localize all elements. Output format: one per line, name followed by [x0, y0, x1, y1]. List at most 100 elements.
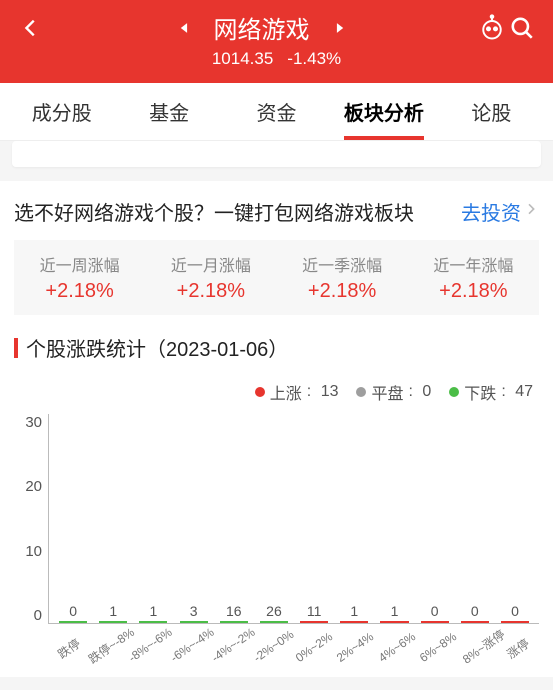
chart-panel: 个股涨跌统计 （2023-01-06） 上涨: 13 平盘: 0 下跌: 47 …: [0, 315, 553, 677]
legend-dot-down: [449, 387, 459, 397]
bar-col-2: 1: [133, 603, 173, 623]
legend-flat: 平盘: 0: [356, 380, 431, 404]
bar-col-3: 3: [174, 603, 214, 623]
x-axis: 跌停跌停~-8%-8%~-6%-6%~-4%-4%~-2%-2%~0%0%~2%…: [48, 624, 539, 657]
bar-value-label: 26: [266, 603, 282, 619]
prev-stock-icon[interactable]: [178, 21, 192, 35]
stat-value: +2.18%: [14, 280, 145, 303]
legend-flat-count: 0: [422, 383, 431, 401]
bar-col-6: 11: [294, 603, 334, 623]
stat-item-2[interactable]: 近一季涨幅 +2.18%: [277, 240, 408, 315]
bars-region: 011316261111000: [48, 414, 539, 624]
x-label: 8%~涨停: [459, 630, 503, 668]
bar-value-label: 0: [69, 603, 77, 619]
x-label: 2%~4%: [334, 630, 378, 668]
legend-dot-up: [255, 387, 265, 397]
legend-down-label: 下跌: [464, 380, 496, 404]
bar-col-4: 16: [214, 603, 254, 623]
x-label: 4%~6%: [375, 630, 419, 668]
header-change: -1.43%: [287, 49, 341, 69]
x-label: 跌停: [50, 632, 87, 665]
promo-link-label: 去投资: [461, 197, 521, 226]
search-button[interactable]: [507, 13, 537, 43]
bar-value-label: 3: [190, 603, 198, 619]
bar: [461, 621, 489, 623]
stat-label: 近一季涨幅: [277, 252, 408, 276]
period-stats: 近一周涨幅+2.18%近一月涨幅+2.18%近一季涨幅+2.18%近一年涨幅+2…: [14, 240, 539, 315]
bar: [380, 621, 408, 623]
tab-1[interactable]: 基金: [115, 83, 222, 140]
legend-up: 上涨: 13: [255, 380, 339, 404]
bar-col-11: 0: [495, 603, 535, 623]
y-tick: 30: [25, 414, 42, 431]
stat-item-3[interactable]: 近一年涨幅 +2.18%: [408, 240, 539, 315]
legend-up-count: 13: [321, 383, 339, 401]
y-tick: 0: [34, 607, 42, 624]
tab-bar: 成分股基金资金板块分析论股: [0, 83, 553, 141]
x-label: 跌停~-8%: [85, 630, 129, 668]
title-accent-bar: [14, 338, 18, 358]
bar-col-0: 0: [53, 603, 93, 623]
stat-label: 近一年涨幅: [408, 252, 539, 276]
bar: [300, 621, 328, 623]
y-tick: 20: [25, 478, 42, 495]
bar-value-label: 16: [226, 603, 242, 619]
bar: [260, 621, 288, 623]
bar: [139, 621, 167, 623]
page-title: 网络游戏: [214, 10, 310, 45]
bar-value-label: 0: [471, 603, 479, 619]
stat-label: 近一月涨幅: [145, 252, 276, 276]
bar-col-5: 26: [254, 603, 294, 623]
legend-up-label: 上涨: [270, 380, 302, 404]
tab-4[interactable]: 论股: [438, 83, 545, 140]
tab-2[interactable]: 资金: [223, 83, 330, 140]
bar-col-9: 0: [415, 603, 455, 623]
bar: [220, 621, 248, 623]
stat-value: +2.18%: [277, 280, 408, 303]
legend-dot-flat: [356, 387, 366, 397]
promo-invest-link[interactable]: 去投资: [461, 197, 539, 226]
legend-down-count: 47: [515, 383, 533, 401]
legend-down: 下跌: 47: [449, 380, 533, 404]
chart-title: 个股涨跌统计: [26, 333, 146, 362]
stat-label: 近一周涨幅: [14, 252, 145, 276]
stat-item-1[interactable]: 近一月涨幅 +2.18%: [145, 240, 276, 315]
card-placeholder: [12, 141, 541, 167]
bar-value-label: 0: [511, 603, 519, 619]
chart-date: （2023-01-06）: [146, 333, 288, 362]
robot-button[interactable]: [477, 13, 507, 43]
header-price: 1014.35: [212, 49, 273, 69]
x-label: 0%~2%: [292, 630, 336, 668]
bar-chart: 3020100 011316261111000 跌停跌停~-8%-8%~-6%-…: [14, 414, 539, 657]
bar: [180, 621, 208, 623]
bar-value-label: 1: [350, 603, 358, 619]
chart-legend: 上涨: 13 平盘: 0 下跌: 47: [14, 380, 533, 404]
promo-text: 选不好网络游戏个股？一键打包网络游戏板块: [14, 197, 414, 226]
bar: [340, 621, 368, 623]
bar: [99, 621, 127, 623]
stat-value: +2.18%: [408, 280, 539, 303]
bar-col-7: 1: [334, 603, 374, 623]
chevron-right-icon: [523, 200, 539, 223]
bar-value-label: 11: [307, 603, 322, 619]
bar-value-label: 1: [150, 603, 158, 619]
bar-col-8: 1: [374, 603, 414, 623]
bar: [59, 621, 87, 623]
x-label: 6%~8%: [417, 630, 461, 668]
stat-value: +2.18%: [145, 280, 276, 303]
promo-section: 选不好网络游戏个股？一键打包网络游戏板块 去投资 近一周涨幅+2.18%近一月涨…: [0, 181, 553, 315]
stat-item-0[interactable]: 近一周涨幅 +2.18%: [14, 240, 145, 315]
bar-value-label: 1: [391, 603, 399, 619]
bar: [501, 621, 529, 623]
legend-flat-label: 平盘: [371, 380, 403, 404]
bar: [421, 621, 449, 623]
tab-0[interactable]: 成分股: [8, 83, 115, 140]
bar-value-label: 1: [109, 603, 117, 619]
tab-3[interactable]: 板块分析: [330, 83, 437, 140]
bar-col-10: 0: [455, 603, 495, 623]
app-header: 网络游戏 1014.35 -1.43%: [0, 0, 553, 83]
next-stock-icon[interactable]: [332, 21, 346, 35]
back-button[interactable]: [16, 13, 46, 43]
bar-col-1: 1: [93, 603, 133, 623]
bar-value-label: 0: [431, 603, 439, 619]
